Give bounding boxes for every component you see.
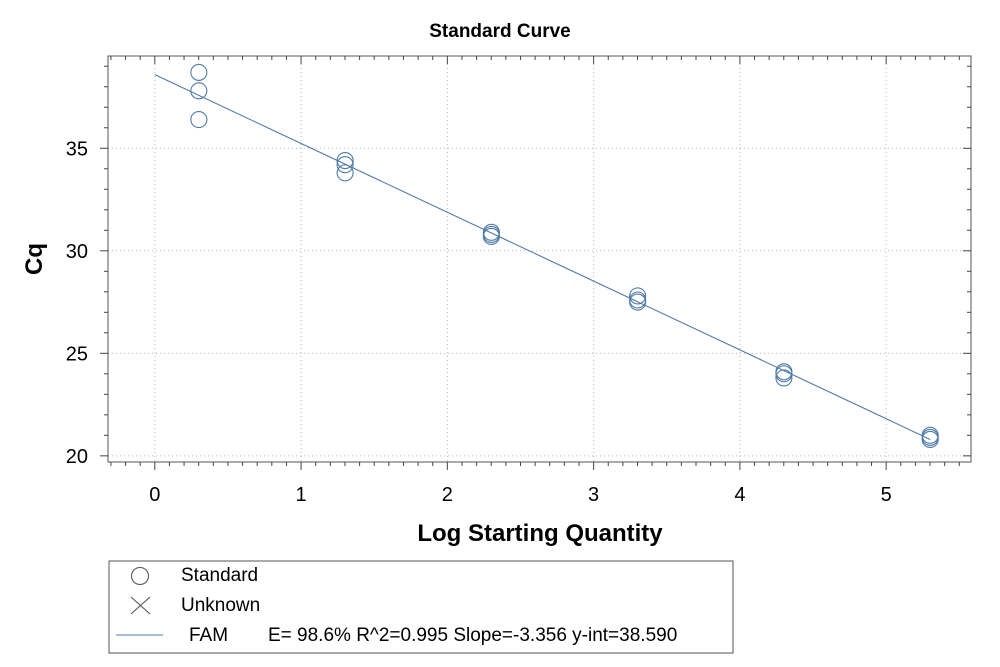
y-tick-label: 20 [66,446,88,468]
y-tick-label: 25 [66,343,88,365]
data-point-standard [775,365,793,383]
x-axis-label: Log Starting Quantity [417,520,663,547]
data-point-standard [336,152,354,170]
x-tick-label: 5 [881,484,892,506]
data-points [190,63,939,448]
x-tick-label: 4 [734,484,745,506]
legend-x-icon [130,596,151,615]
legend-label-standard: Standard [181,565,258,586]
x-tick-label: 2 [442,484,453,506]
x-tick-label: 1 [296,484,307,506]
plot-frame [107,55,972,463]
grid [108,56,971,462]
x-tick-label: 0 [149,484,160,506]
legend-box [108,560,734,654]
y-tick-label: 30 [66,241,88,263]
data-point-standard [629,293,647,311]
data-point-standard [190,63,208,81]
data-point-standard [336,164,354,182]
legend-fit-stats: E= 98.6% R^2=0.995 Slope=-3.356 y-int=38… [268,625,677,646]
chart-title: Standard Curve [429,21,570,42]
data-point-standard [482,227,500,245]
legend-label-unknown: Unknown [181,595,260,616]
axis-ticks [100,56,971,470]
data-point-standard [190,82,208,100]
data-point-standard [921,430,939,448]
data-point-standard [775,369,793,387]
data-point-standard [629,287,647,305]
legend-label-fam: FAM [189,625,228,646]
data-point-standard [336,156,354,174]
x-tick-label: 3 [588,484,599,506]
y-tick-label: 35 [66,138,88,160]
y-axis-label: Cq [21,243,48,275]
legend-circle-icon [130,566,150,586]
tick-labels: 0 1 2 3 4 5 20 25 30 35 [66,138,892,506]
fit-line-fam [154,74,931,440]
data-point-standard [190,111,208,129]
legend: Standard Unknown FAM E= 98.6% R^2=0.995 … [108,560,734,654]
